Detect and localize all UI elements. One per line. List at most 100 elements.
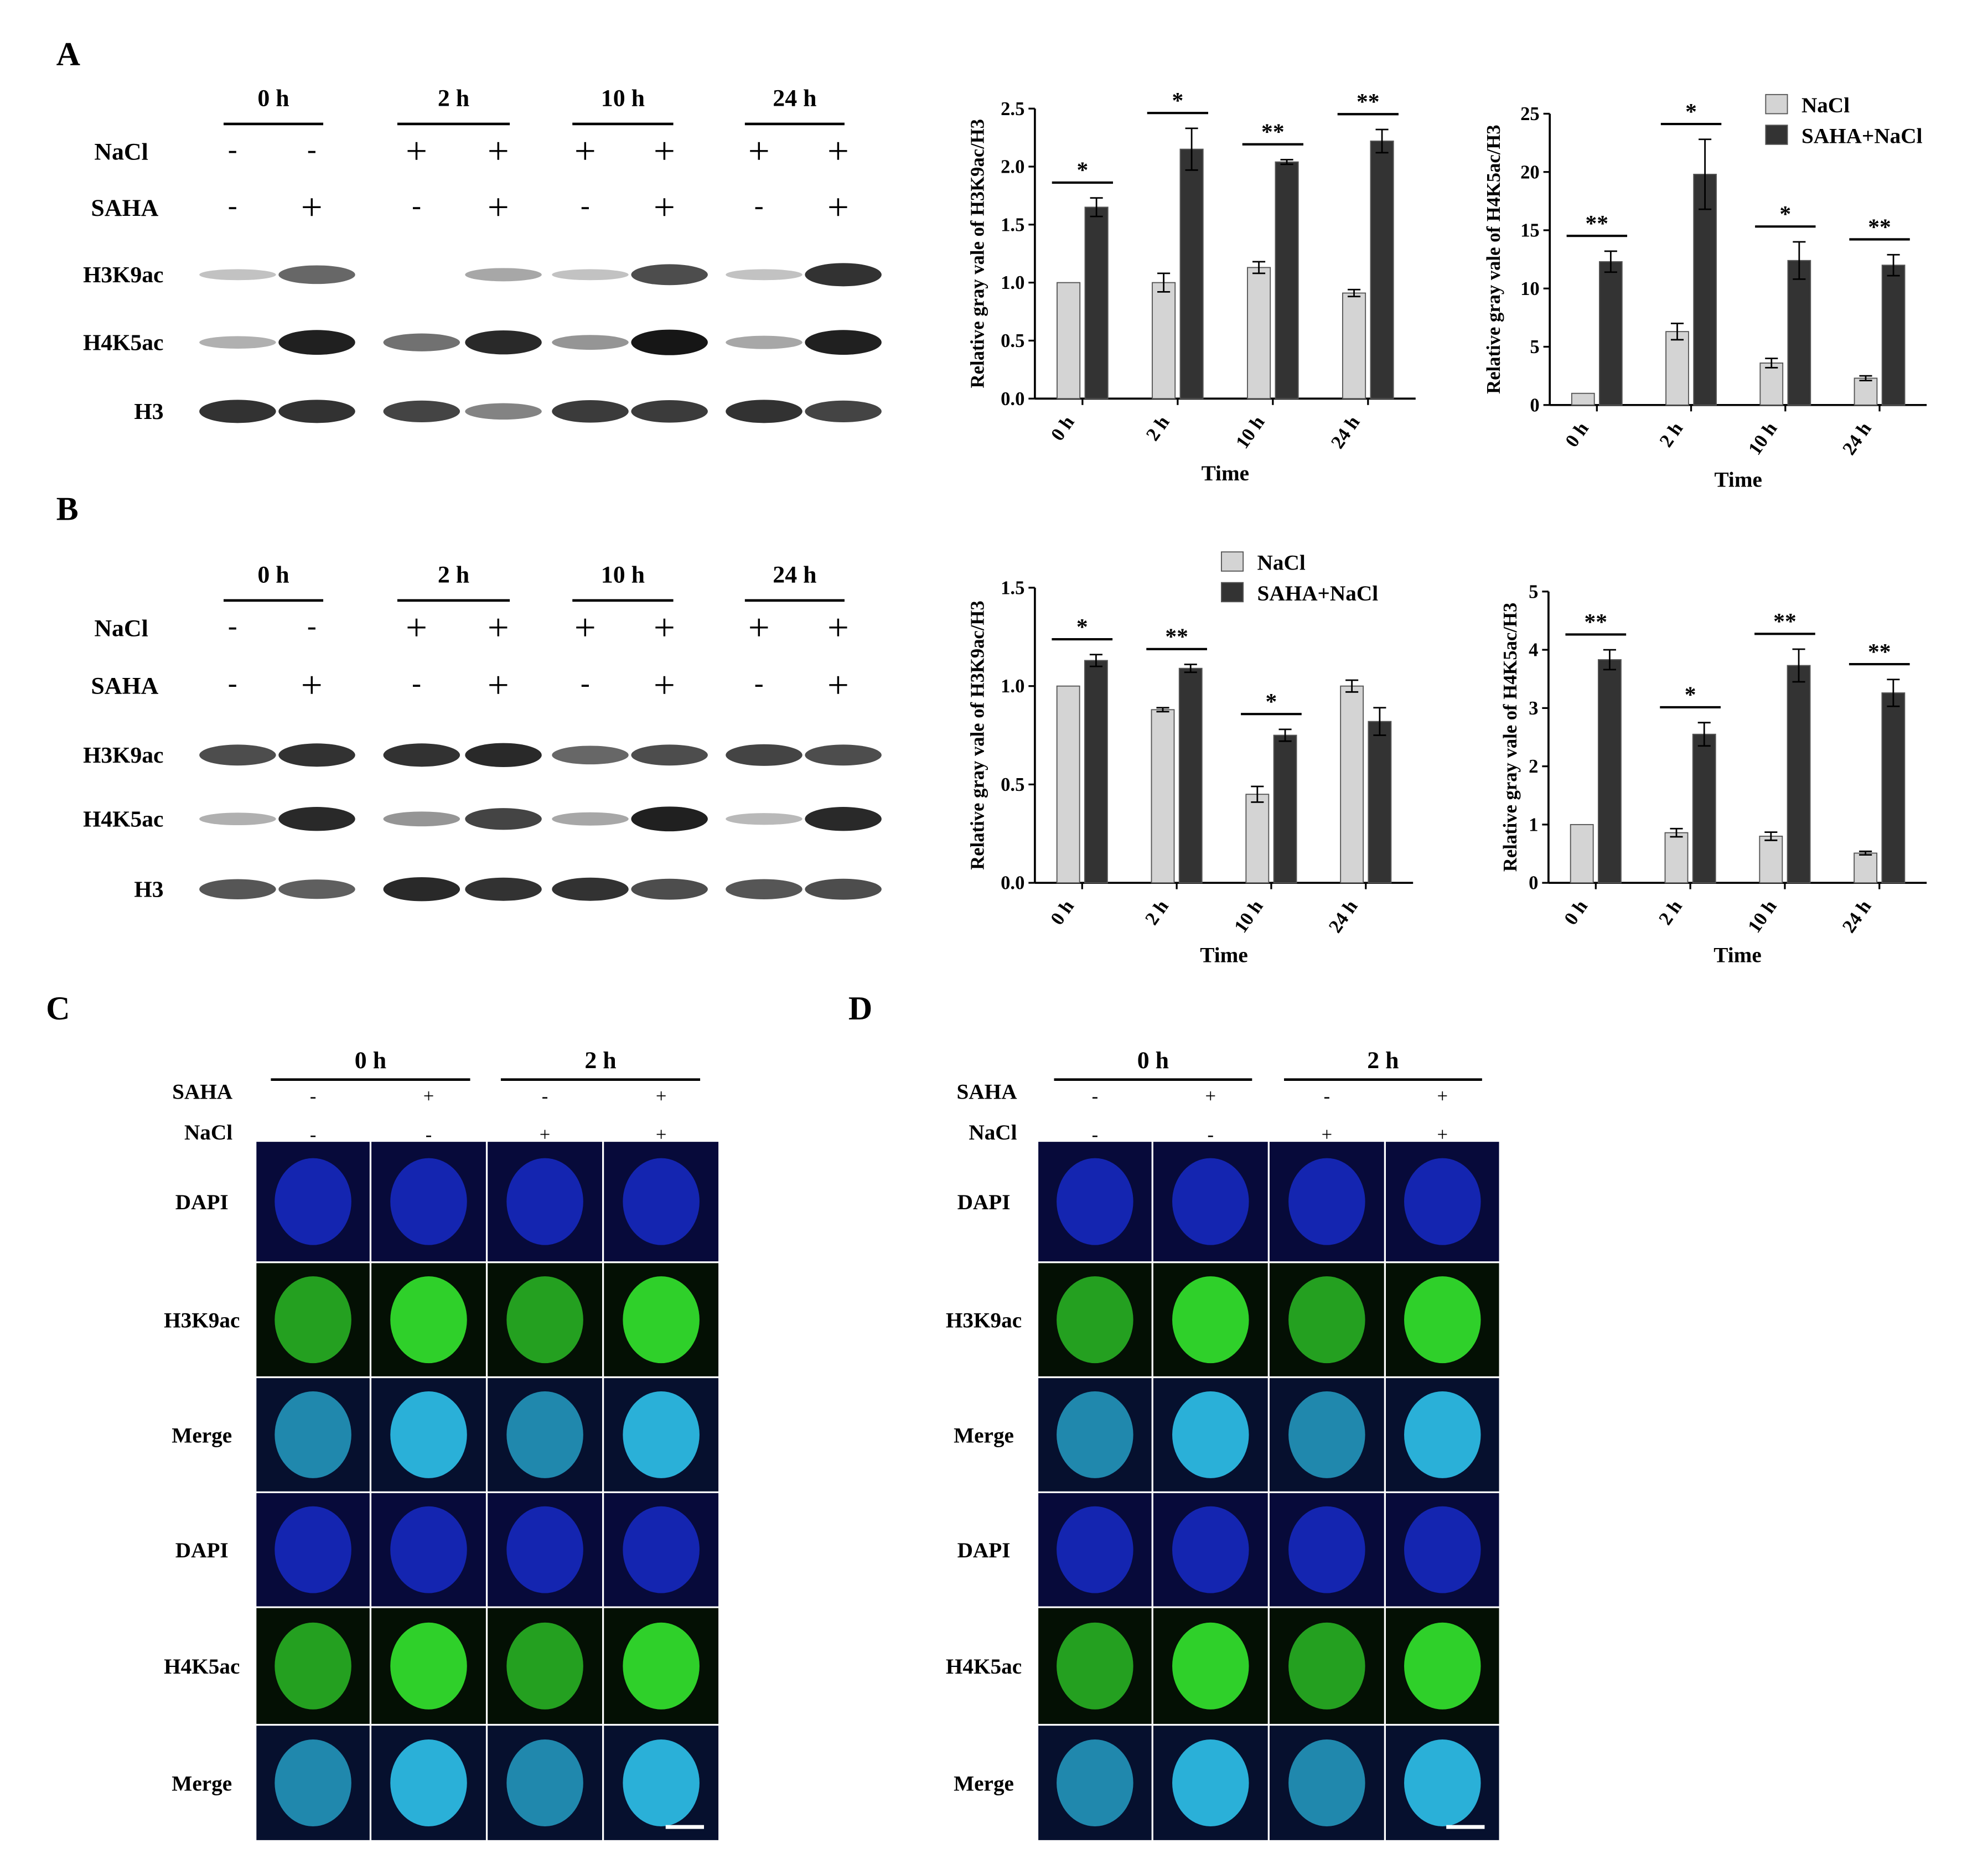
bar-saha-nacl — [1787, 665, 1811, 884]
nucleus — [1172, 1506, 1249, 1593]
nucleus — [275, 1739, 351, 1826]
y-tick-label: 0 — [1530, 395, 1539, 416]
y-axis-label: Relative gray vale of H4K5ac/H3 — [1483, 125, 1504, 393]
blot-band — [465, 330, 542, 355]
if-row-label: Merge — [954, 1772, 1014, 1795]
nucleus — [1288, 1391, 1365, 1478]
bar-nacl — [1151, 709, 1175, 884]
if-nacl-sign: - — [310, 1124, 317, 1145]
nucleus — [623, 1739, 700, 1826]
bar-nacl — [1759, 363, 1784, 406]
nucleus — [390, 1739, 467, 1826]
blot-band — [805, 330, 882, 355]
blot-band — [552, 745, 629, 765]
blot-nacl-sign: + — [827, 606, 849, 649]
bar-saha-nacl — [1370, 140, 1394, 400]
blot-timepoint-label: 0 h — [257, 85, 289, 112]
blot-band — [726, 813, 803, 825]
blot-nacl-sign: + — [654, 129, 675, 172]
significance-marker: ** — [1773, 608, 1797, 634]
if-row-label: DAPI — [957, 1539, 1011, 1562]
nucleus — [506, 1739, 583, 1826]
blot-band — [465, 403, 542, 420]
bar-nacl — [1245, 794, 1270, 884]
blot-nacl-label: NaCl — [94, 615, 148, 642]
bar-saha-nacl — [1179, 148, 1204, 400]
nucleus — [1404, 1739, 1481, 1826]
if-row-label: Merge — [172, 1423, 232, 1447]
bar-nacl — [1057, 282, 1081, 400]
western-blot-a: 0 h 2 h 10 h 24 h NaCl SAHA - - - + + - + + + - + + + - + + H3… — [83, 85, 882, 424]
bar-saha-nacl — [1273, 734, 1297, 884]
y-tick-label: 20 — [1520, 162, 1540, 183]
western-blot-b: 0 h 2 h 10 h 24 h NaCl SAHA - - - + + - + + + - + + + - + + H3… — [83, 562, 882, 902]
if-timepoint-label: 0 h — [355, 1047, 386, 1074]
blot-band — [383, 743, 460, 767]
nucleus — [1288, 1739, 1365, 1826]
bar-nacl — [1340, 685, 1364, 884]
y-axis-label: Relative gray vale of H4K5ac/H3 — [1500, 603, 1521, 872]
blot-timepoint-label: 2 h — [438, 85, 469, 112]
nucleus — [1172, 1622, 1249, 1710]
if-saha-sign: - — [1324, 1086, 1330, 1107]
nucleus — [623, 1276, 700, 1364]
nucleus — [1057, 1622, 1133, 1710]
if-saha-sign: - — [542, 1086, 548, 1107]
y-tick-label: 2.5 — [1001, 99, 1024, 120]
if-row-label: H3K9ac — [946, 1309, 1022, 1333]
x-axis-label: Time — [1202, 462, 1249, 485]
bar-nacl — [1570, 824, 1594, 884]
y-tick-label: 1.5 — [1001, 214, 1024, 235]
blot-timepoint-label: 2 h — [438, 562, 469, 588]
if-saha-label: SAHA — [957, 1080, 1018, 1104]
blot-band — [278, 330, 355, 355]
significance-marker: ** — [1868, 639, 1891, 664]
blot-saha-sign: - — [412, 190, 421, 221]
blot-saha-sign: + — [654, 185, 675, 228]
significance-marker: * — [1266, 688, 1277, 714]
blot-timepoint-label: 10 h — [601, 85, 645, 112]
if-row-label: Merge — [954, 1423, 1014, 1447]
x-axis-label: Time — [1200, 943, 1247, 967]
blot-saha-sign: + — [301, 185, 323, 228]
nucleus — [390, 1158, 467, 1245]
blot-saha-sign: + — [301, 663, 323, 706]
y-tick-label: 15 — [1520, 220, 1540, 241]
blot-band — [805, 263, 882, 287]
y-axis-label: Relative gray vale of H3K9ac/H3 — [967, 119, 988, 388]
blot-band — [383, 333, 460, 351]
if-row-label: DAPI — [957, 1190, 1011, 1214]
if-saha-label: SAHA — [172, 1080, 233, 1104]
blot-band — [199, 879, 276, 899]
blot-saha-sign: - — [228, 667, 237, 698]
significance-marker: * — [1685, 99, 1697, 124]
y-tick-label: 3 — [1529, 698, 1538, 719]
blot-saha-sign: + — [827, 663, 849, 706]
if-row-label: H3K9ac — [164, 1309, 240, 1333]
blot-band — [631, 744, 708, 766]
nucleus — [275, 1158, 351, 1245]
nucleus — [1404, 1506, 1481, 1593]
bar-saha-nacl — [1881, 265, 1906, 406]
blot-timepoint-label: 10 h — [601, 562, 645, 588]
if-saha-sign: + — [1205, 1086, 1216, 1107]
blot-band — [199, 744, 276, 766]
blot-band — [278, 879, 355, 899]
panel-label-c: C — [46, 990, 70, 1028]
y-tick-label: 25 — [1520, 103, 1540, 125]
blot-band — [726, 335, 803, 349]
bar-nacl — [1056, 685, 1080, 884]
nucleus — [1172, 1276, 1249, 1364]
blot-saha-label: SAHA — [91, 195, 158, 221]
significance-marker: * — [1076, 614, 1088, 639]
if-timepoint-label: 0 h — [1137, 1047, 1169, 1074]
blot-nacl-sign: + — [574, 606, 596, 649]
blot-nacl-sign: + — [654, 606, 675, 649]
significance-marker: * — [1076, 157, 1088, 183]
blot-saha-sign: - — [228, 190, 237, 221]
blot-band — [278, 400, 355, 423]
legend-entry: NaCl — [1257, 551, 1306, 575]
